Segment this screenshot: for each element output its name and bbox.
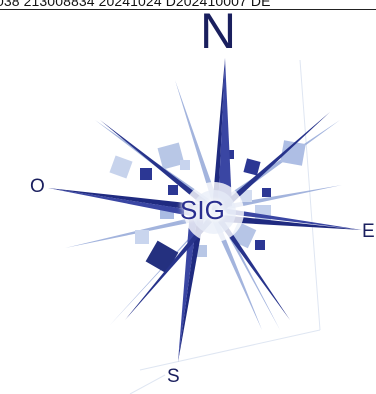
north-label: N — [200, 3, 237, 59]
header-text-strip: 038 213008834 20241024 D202410007 DE — [0, 0, 376, 10]
header-text: 038 213008834 20241024 D202410007 DE — [0, 0, 271, 9]
south-label: S — [167, 366, 180, 387]
background-lines — [129, 59, 321, 394]
logo-center-text: SIG — [180, 195, 225, 225]
cardinal-points — [48, 58, 362, 362]
diagonal-points — [100, 112, 330, 320]
west-label: O — [30, 176, 45, 197]
east-label: E — [362, 221, 375, 242]
